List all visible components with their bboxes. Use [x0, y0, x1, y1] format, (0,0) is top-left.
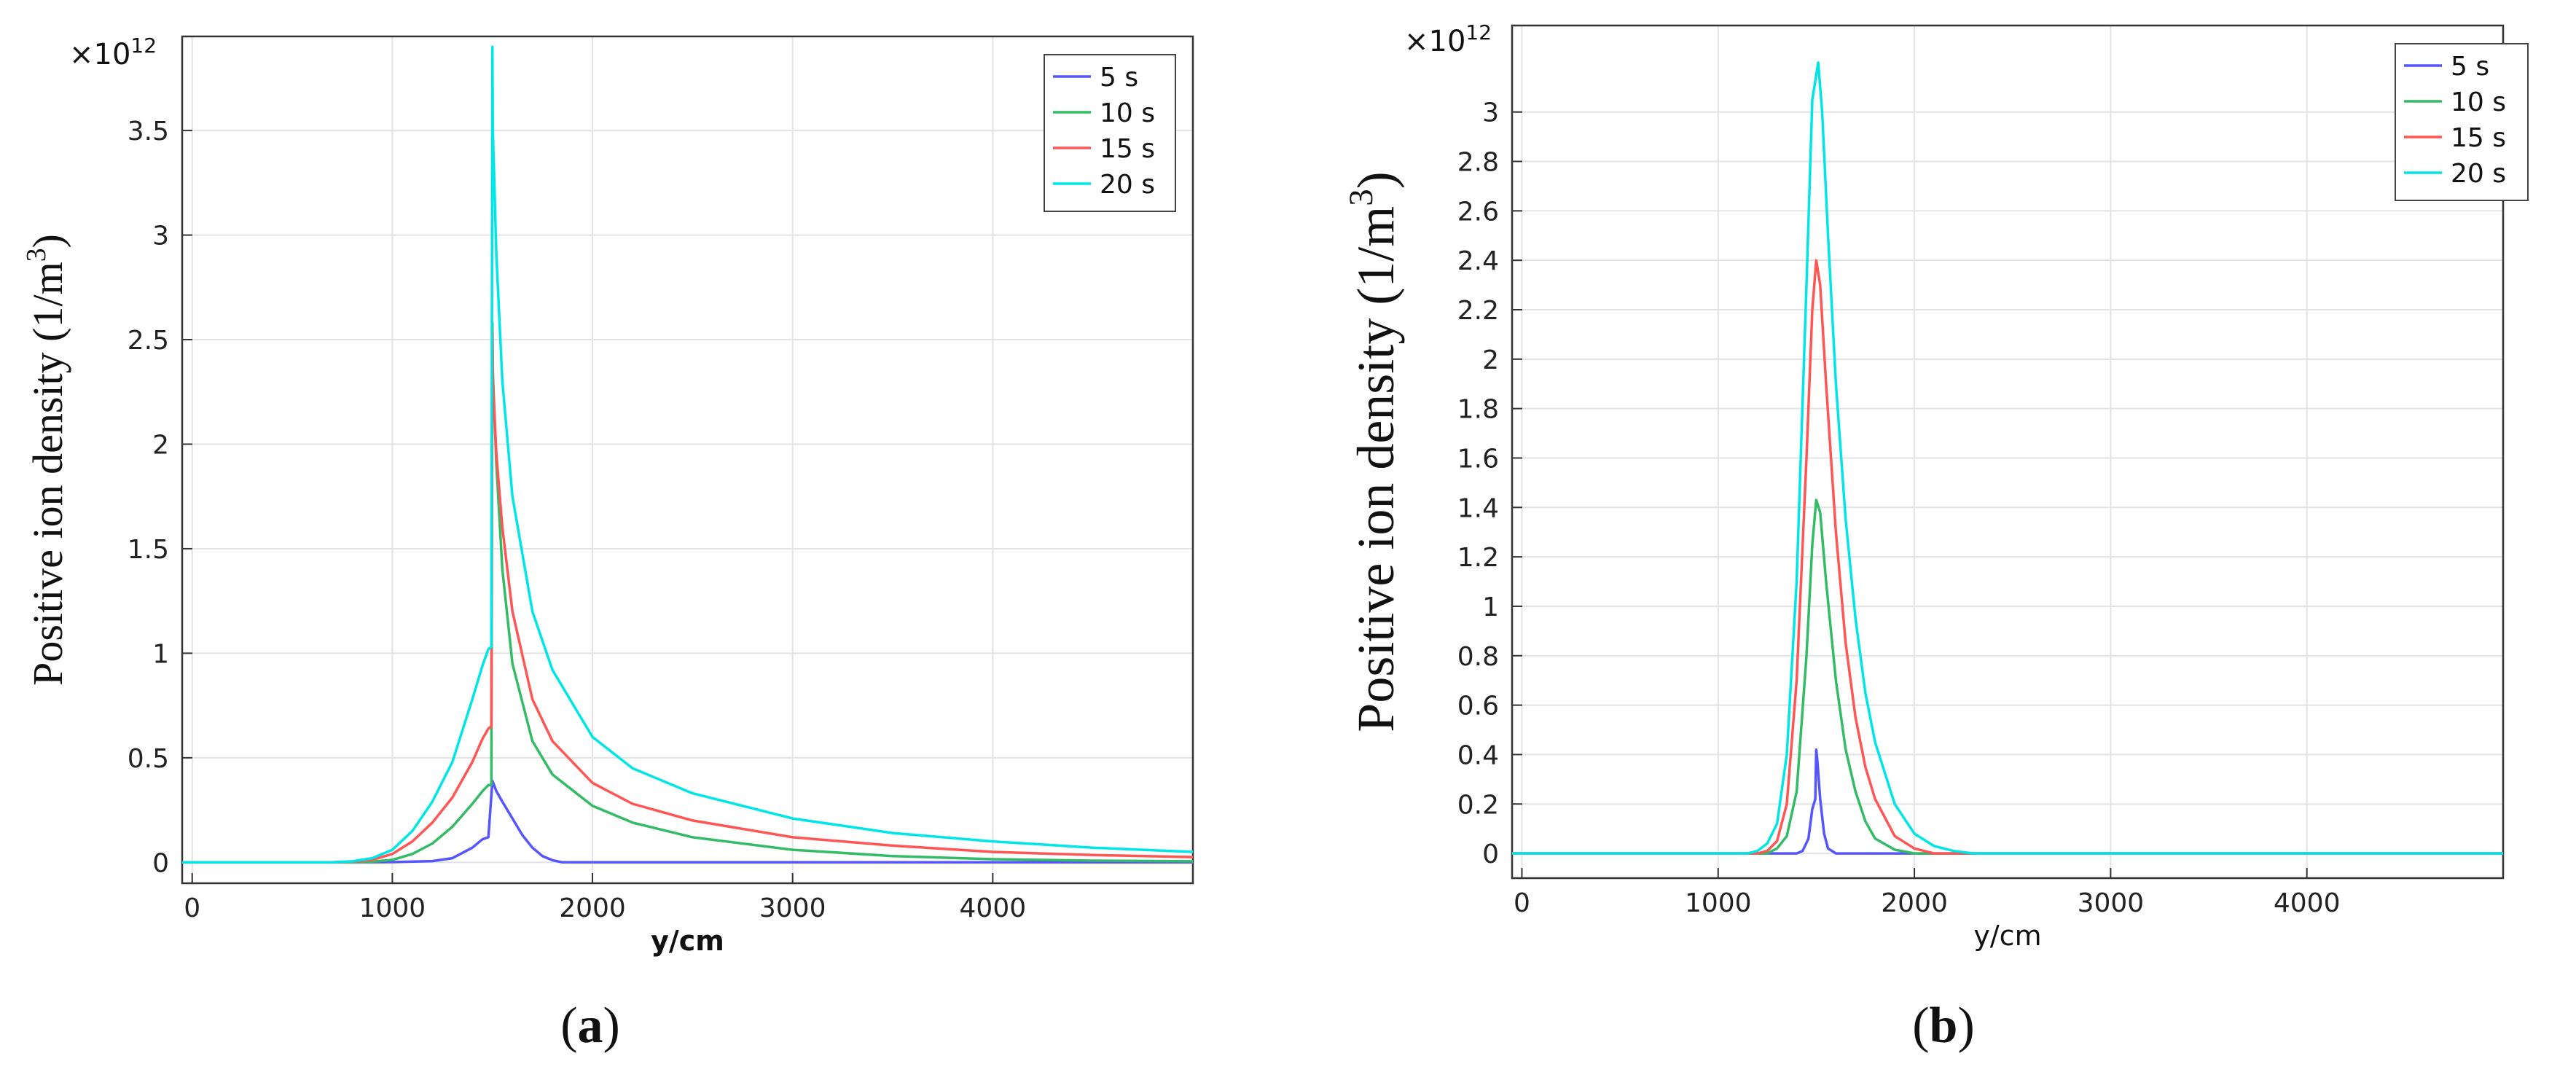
legend-label: 15 s	[2451, 123, 2506, 153]
y-tick-label: 3	[1482, 98, 1499, 128]
series-line-15s	[1512, 259, 2503, 855]
x-tick-label: 1000	[359, 893, 426, 923]
plot-area	[182, 36, 1193, 883]
y-axis-label-main: Positive ion density (1/m	[1347, 206, 1405, 732]
caption-letter: b	[1930, 998, 1958, 1054]
y-tick-label: 2.6	[1457, 197, 1499, 227]
y-tick-label: 2.2	[1457, 296, 1499, 326]
y-tick-label: 0.6	[1457, 692, 1499, 721]
y-tick-label: 1.6	[1457, 444, 1499, 474]
x-tick-label: 2000	[559, 893, 626, 923]
x-tick-label: 4000	[2274, 888, 2341, 918]
legend-box	[1044, 54, 1176, 212]
legend-box	[2395, 43, 2529, 201]
y-tick-label: 1.8	[1457, 395, 1499, 425]
exponent-power: 12	[130, 34, 157, 58]
y-tick-label: 1.2	[1457, 543, 1499, 573]
series-line-5s	[182, 779, 1193, 864]
caption-close: )	[1957, 998, 1974, 1054]
x-axis-label: y/cm	[651, 925, 724, 957]
y-tick-label: 2.5	[128, 326, 169, 356]
x-tick-label: 0	[1514, 888, 1530, 918]
legend: 5 s 10 s 15 s 20 s	[2395, 43, 2529, 201]
exponent-base: ×10	[69, 38, 130, 71]
y-axis-label-sup: 3	[1342, 189, 1380, 206]
caption-open: (	[1912, 998, 1929, 1054]
plot-area	[1512, 26, 2503, 878]
chart-panel-b: 0 1000 2000 3000 4000 0 0.2 0.4 0.6 0.8 1 1.2 1.4 1.6…	[1342, 20, 2529, 1054]
y-tick-label: 2	[1482, 345, 1499, 375]
y-tick-label: 0	[1482, 840, 1499, 869]
axes-frame	[1511, 24, 2505, 880]
axes-frame	[181, 35, 1194, 885]
exponent-base: ×10	[1404, 25, 1465, 58]
y-tick-label: 2	[152, 430, 169, 460]
x-tick-label: 2000	[1881, 888, 1948, 918]
y-tick-label: 0.4	[1457, 740, 1499, 770]
x-tick-label: 1000	[1685, 888, 1752, 918]
y-tick-label: 0.8	[1457, 642, 1499, 672]
x-tick-label: 3000	[759, 893, 826, 923]
series-group	[1512, 61, 2503, 855]
series-line-5s	[1512, 748, 2503, 855]
axis-exponent: ×1012	[1404, 20, 1492, 58]
legend-label: 5 s	[2451, 52, 2489, 82]
legend-label: 20 s	[2451, 159, 2506, 189]
y-tick-label: 2.4	[1457, 246, 1499, 276]
x-tick-label: 3000	[2078, 888, 2145, 918]
series-line-10s	[1512, 498, 2503, 855]
x-tick-label: 4000	[960, 893, 1027, 923]
y-tick-label: 1	[1482, 592, 1499, 622]
legend-label: 10 s	[1100, 98, 1155, 128]
y-tick-label: 1.4	[1457, 493, 1499, 523]
y-tick-label: 0	[152, 848, 169, 878]
x-tick-label: 0	[184, 893, 200, 923]
caption-letter: a	[578, 998, 603, 1054]
y-tick-label: 2.8	[1457, 148, 1499, 178]
y-axis-label: Positive ion density (1/m3)	[1342, 171, 1405, 732]
panel-caption: (a)	[560, 998, 620, 1054]
legend-label: 20 s	[1100, 170, 1155, 200]
x-axis-label: y/cm	[1973, 920, 2041, 952]
y-axis-label-close: )	[1347, 171, 1405, 189]
legend-label: 5 s	[1100, 63, 1138, 93]
series-line-20s	[182, 45, 1193, 864]
caption-open: (	[560, 998, 577, 1054]
y-axis-label-sup: 3	[21, 248, 52, 262]
legend: 5 s 10 s 15 s 20 s	[1044, 54, 1176, 212]
series-group	[182, 45, 1193, 864]
y-tick-label: 1.5	[128, 535, 169, 565]
caption-close: )	[603, 998, 620, 1054]
y-axis-label-main: Positive ion density (1/m	[24, 262, 71, 686]
y-tick-label: 0.5	[128, 744, 169, 774]
legend-label: 10 s	[2451, 87, 2506, 117]
y-tick-label: 3.5	[128, 117, 169, 146]
chart-panel-a: 0 1000 2000 3000 4000 0 0.5 1 1.5 2 2.5 3 3.5 ×1012 5 …	[21, 34, 1194, 1054]
series-line-20s	[1512, 61, 2503, 855]
panel-caption: (b)	[1912, 998, 1975, 1054]
y-axis-label-close: )	[24, 234, 71, 248]
y-tick-label: 1	[152, 639, 169, 669]
y-axis-label: Positive ion density (1/m3)	[21, 234, 71, 686]
y-tick-label: 3	[152, 222, 169, 251]
legend-label: 15 s	[1100, 134, 1155, 164]
exponent-power: 12	[1465, 20, 1492, 44]
y-tick-label: 0.2	[1457, 790, 1499, 820]
axis-exponent: ×1012	[69, 34, 157, 71]
